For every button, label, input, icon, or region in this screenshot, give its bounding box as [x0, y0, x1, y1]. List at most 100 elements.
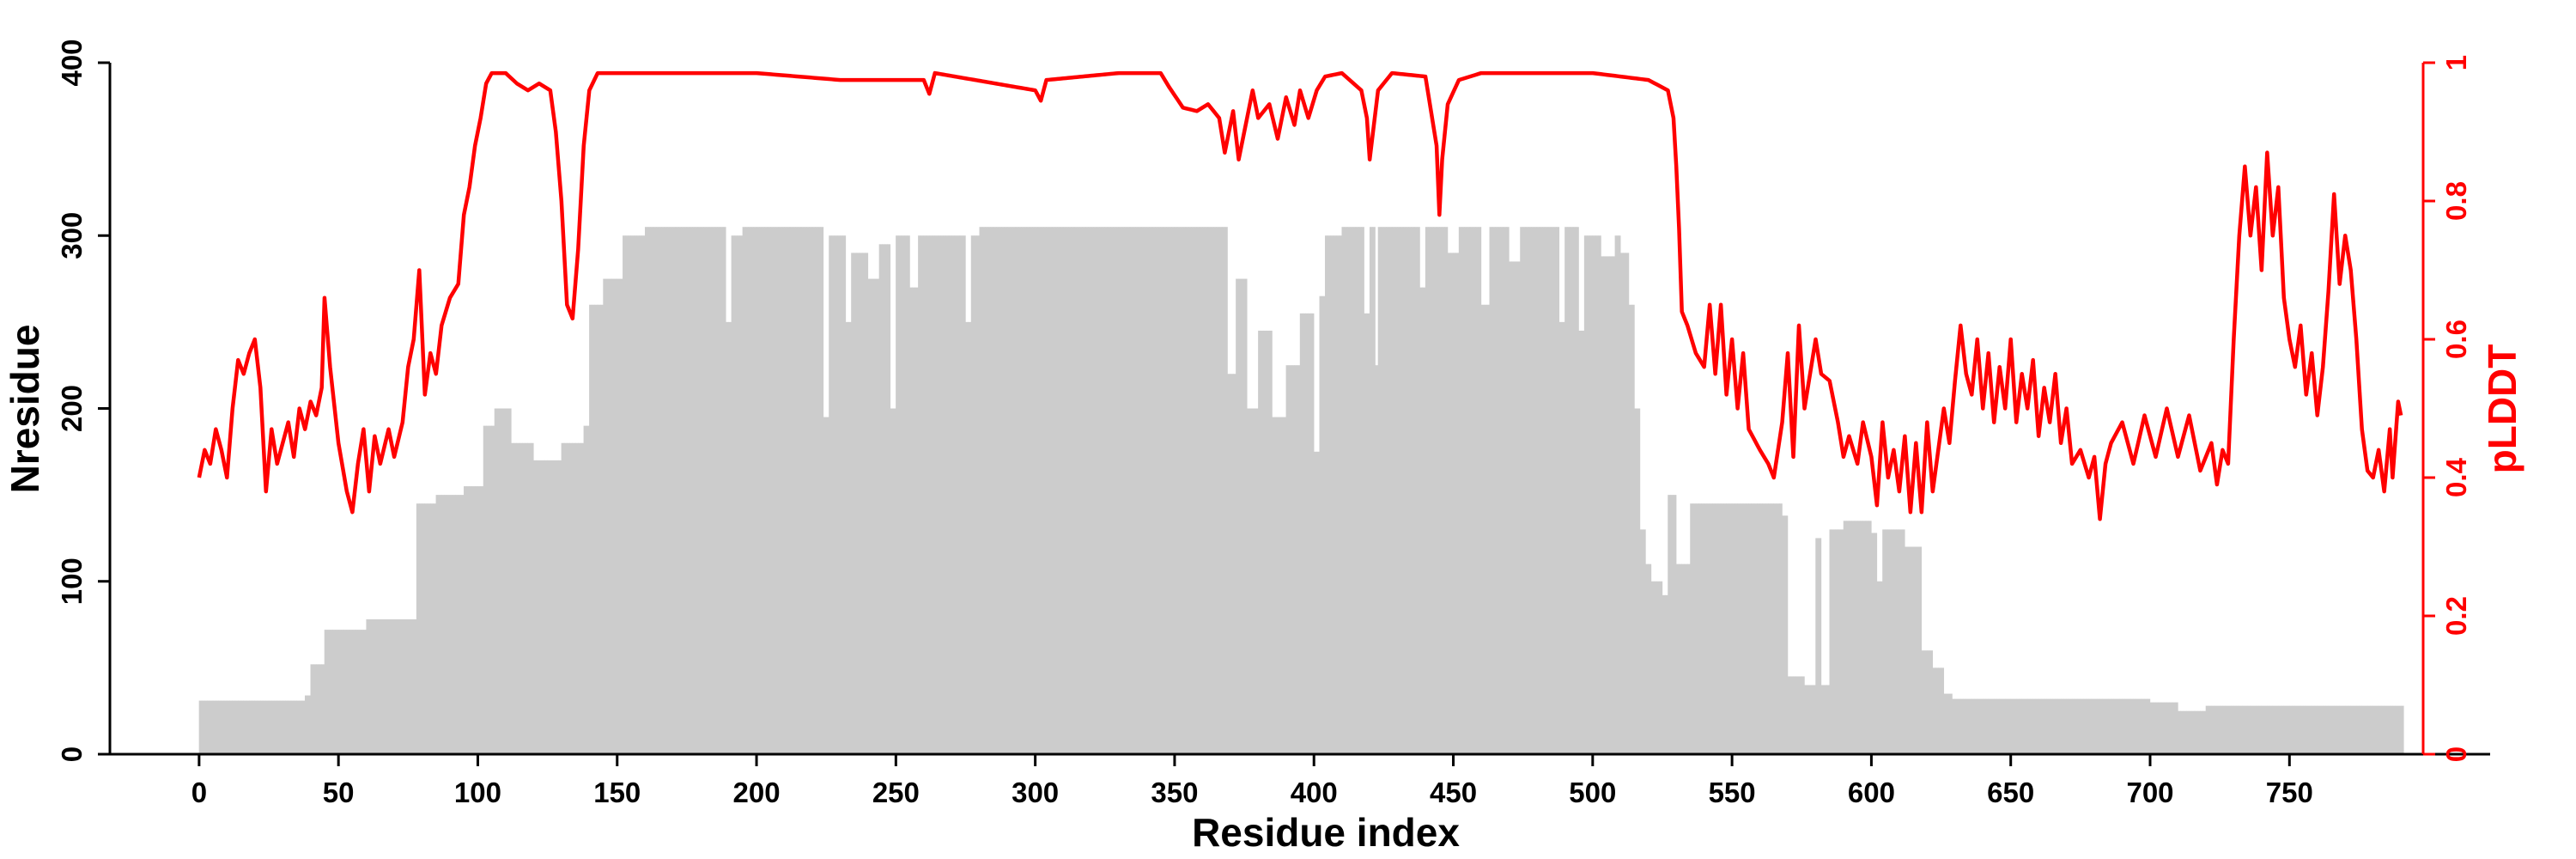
bar [547, 460, 551, 755]
bar [355, 630, 359, 754]
bar [1851, 521, 1856, 754]
bar [2099, 698, 2104, 754]
bar [1768, 503, 1771, 754]
bar [990, 227, 994, 754]
bar [2317, 705, 2321, 754]
bar [748, 227, 751, 754]
bar [728, 321, 732, 755]
bar [1391, 227, 1395, 754]
bar [1480, 304, 1485, 754]
bar [274, 700, 277, 754]
bar [2071, 698, 2075, 754]
bar [1516, 261, 1521, 754]
bar [1946, 693, 1950, 754]
bar [567, 442, 570, 754]
bar [285, 700, 289, 754]
bar [1539, 227, 1543, 754]
bar [254, 700, 258, 754]
bar [603, 278, 606, 754]
bar [926, 235, 930, 754]
bar [2016, 698, 2020, 754]
bar [2252, 705, 2257, 754]
bar [552, 460, 556, 755]
bar [1015, 227, 1019, 754]
bar [1567, 227, 1571, 754]
bar [1840, 529, 1844, 755]
bar [393, 619, 398, 754]
bar [1297, 365, 1301, 754]
bar [2325, 705, 2329, 754]
bar [2086, 698, 2089, 754]
bar [2208, 705, 2212, 754]
bar [909, 287, 914, 755]
bar [343, 630, 348, 754]
bar [1776, 503, 1780, 754]
bar [1979, 698, 1984, 754]
bar [294, 700, 297, 754]
plddt-line-series [197, 70, 2403, 521]
bar [778, 227, 782, 754]
bar [1269, 330, 1273, 754]
bar [2147, 698, 2151, 754]
bar [216, 700, 219, 754]
bar [1561, 321, 1565, 755]
bar [811, 227, 816, 754]
bar [2336, 705, 2340, 754]
bar [257, 700, 261, 754]
bar [2364, 705, 2368, 754]
bar [1558, 321, 1563, 755]
bar [1832, 529, 1836, 755]
bar [1202, 227, 1206, 754]
bar [363, 630, 367, 754]
bar [330, 630, 333, 754]
bar [677, 227, 682, 754]
bar [951, 235, 955, 754]
bar [563, 442, 568, 754]
bar [1576, 227, 1579, 754]
bar [486, 425, 489, 755]
bar [1149, 227, 1153, 754]
bar [1686, 564, 1691, 755]
bar [380, 619, 384, 754]
bar [862, 253, 866, 755]
bar [321, 664, 325, 754]
bar [2019, 698, 2022, 754]
bar [1751, 503, 1755, 754]
bar [692, 227, 696, 754]
bar [2323, 705, 2326, 754]
bar [1815, 538, 1819, 754]
bar [2088, 698, 2093, 754]
bar [2175, 702, 2178, 755]
bar [987, 227, 991, 754]
bar [2005, 698, 2008, 754]
bar [1907, 546, 1911, 754]
x-tick-label: 50 [323, 777, 355, 808]
bar [1990, 698, 1995, 754]
bar [464, 486, 467, 754]
bar [912, 287, 916, 755]
bar [435, 495, 440, 755]
bar [341, 630, 344, 754]
bar [720, 227, 724, 754]
bar [717, 227, 721, 754]
bar [1500, 227, 1504, 754]
bar [1887, 529, 1892, 755]
bar [1428, 227, 1431, 754]
bar [798, 227, 802, 754]
bar [2230, 705, 2234, 754]
bar [2372, 705, 2377, 754]
bar [954, 235, 957, 754]
bar [1062, 227, 1066, 754]
bar [296, 700, 300, 754]
bar [2133, 698, 2136, 754]
bar [271, 700, 275, 754]
bar [1748, 503, 1753, 754]
bar [2278, 705, 2281, 754]
bar [1826, 685, 1830, 754]
bar [1759, 503, 1764, 754]
bar [1717, 503, 1722, 754]
bar [1166, 227, 1170, 754]
bar [934, 235, 939, 754]
bar [1236, 278, 1239, 754]
bar [2158, 702, 2162, 755]
